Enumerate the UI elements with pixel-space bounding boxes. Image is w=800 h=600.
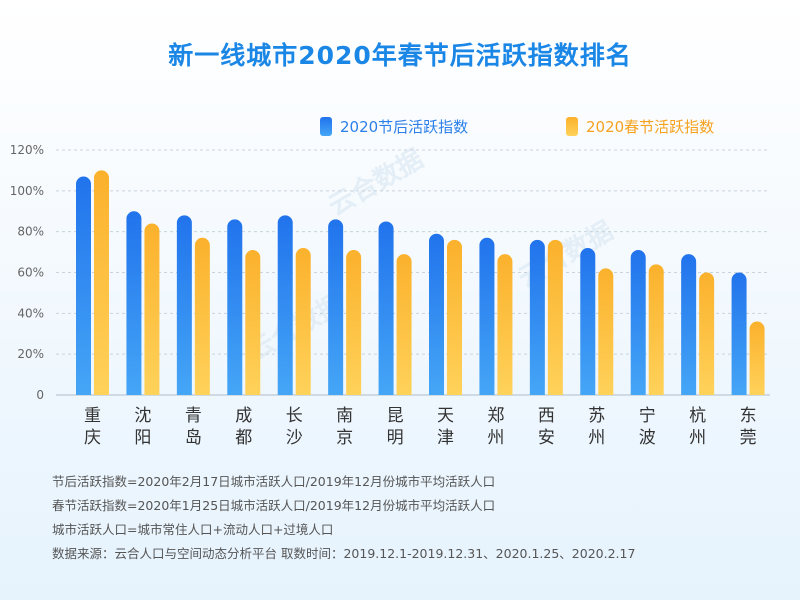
x-tick-label: 州	[588, 428, 605, 448]
x-tick-label: 西	[538, 406, 555, 426]
bar-spring	[447, 239, 462, 395]
y-tick-label: 60%	[17, 266, 44, 280]
watermark-text: 云合数据	[323, 143, 429, 222]
bar-spring	[94, 170, 109, 395]
bar-spring	[699, 272, 715, 395]
x-tick-label: 沙	[286, 428, 303, 448]
bar-spring	[497, 254, 513, 395]
bar-after	[529, 239, 545, 395]
bar-spring	[194, 237, 210, 395]
x-tick-label: 杭	[689, 406, 706, 426]
x-tick-label: 南	[336, 406, 353, 426]
x-tick-label: 沈	[134, 406, 151, 426]
y-tick-label: 40%	[17, 306, 44, 320]
x-tick-label: 波	[639, 428, 656, 448]
bar-spring	[749, 321, 765, 395]
footnote-data-source: 数据来源：云合人口与空间动态分析平台 取数时间：2019.12.1-2019.1…	[52, 546, 636, 561]
legend-swatch-spring	[566, 117, 578, 136]
x-tick-label: 宁	[639, 406, 656, 426]
bar-spring	[396, 254, 412, 395]
footnote-spring-definition: 春节活跃指数=2020年1月25日城市活跃人口/2019年12月份城市平均活跃人…	[52, 498, 496, 513]
bar-spring	[346, 250, 362, 395]
x-tick-label: 庆	[84, 428, 101, 448]
bar-after	[76, 176, 91, 395]
x-tick-label: 明	[387, 428, 404, 448]
x-tick-label: 州	[487, 428, 504, 448]
x-tick-label: 苏	[588, 406, 605, 426]
x-tick-label: 津	[437, 428, 454, 448]
bar-spring	[547, 239, 563, 395]
x-tick-label: 天	[437, 406, 454, 426]
bar-after	[277, 215, 293, 395]
y-tick-label: 120%	[10, 143, 44, 157]
y-tick-label: 0	[36, 388, 44, 402]
legend-swatch-after	[320, 117, 332, 136]
bar-after	[328, 219, 344, 395]
x-tick-label: 郑	[487, 406, 504, 426]
x-tick-label: 莞	[740, 428, 757, 448]
x-tick-label: 州	[689, 428, 706, 448]
chart-title: 新一线城市2020年春节后活跃指数排名	[168, 41, 632, 70]
x-tick-label: 昆	[387, 406, 404, 426]
legend-item-after: 2020节后活跃指数	[320, 116, 468, 137]
footnotes: 节后活跃指数=2020年2月17日城市活跃人口/2019年12月份城市平均活跃人…	[52, 470, 635, 566]
bar-after	[731, 272, 747, 395]
x-tick-label: 京	[336, 428, 353, 448]
footnote-population-definition: 城市活跃人口=城市常住人口+流动人口+过境人口	[52, 522, 334, 537]
bar-after	[429, 233, 444, 395]
x-tick-label: 岛	[185, 428, 202, 448]
x-tick-label: 阳	[134, 428, 151, 448]
legend-label-after: 2020节后活跃指数	[340, 118, 469, 136]
x-tick-label: 都	[235, 428, 252, 448]
bar-after	[630, 250, 646, 395]
bar-after	[479, 237, 495, 395]
bar-spring	[245, 250, 261, 395]
y-tick-label: 20%	[17, 347, 44, 361]
footnote-after-definition: 节后活跃指数=2020年2月17日城市活跃人口/2019年12月份城市平均活跃人…	[52, 474, 496, 489]
x-tick-label: 东	[740, 406, 757, 426]
x-tick-label: 成	[235, 406, 252, 426]
y-tick-label: 100%	[10, 184, 44, 198]
bar-spring	[144, 223, 160, 395]
bar-spring	[648, 264, 664, 395]
bar-spring	[295, 248, 311, 395]
x-tick-label: 长	[286, 406, 303, 426]
x-tick-label: 青	[185, 406, 202, 426]
bar-after	[681, 254, 697, 395]
legend-item-spring: 2020春节活跃指数	[566, 116, 714, 137]
bar-after	[378, 221, 394, 395]
bar-after	[126, 211, 142, 395]
bar-spring	[598, 268, 614, 395]
bar-after	[227, 219, 243, 395]
x-tick-label: 安	[538, 428, 555, 448]
y-tick-label: 80%	[17, 225, 44, 239]
legend-label-spring: 2020春节活跃指数	[586, 118, 715, 136]
bar-after	[580, 248, 596, 395]
x-tick-label: 重	[84, 406, 101, 426]
bar-after	[176, 215, 192, 395]
